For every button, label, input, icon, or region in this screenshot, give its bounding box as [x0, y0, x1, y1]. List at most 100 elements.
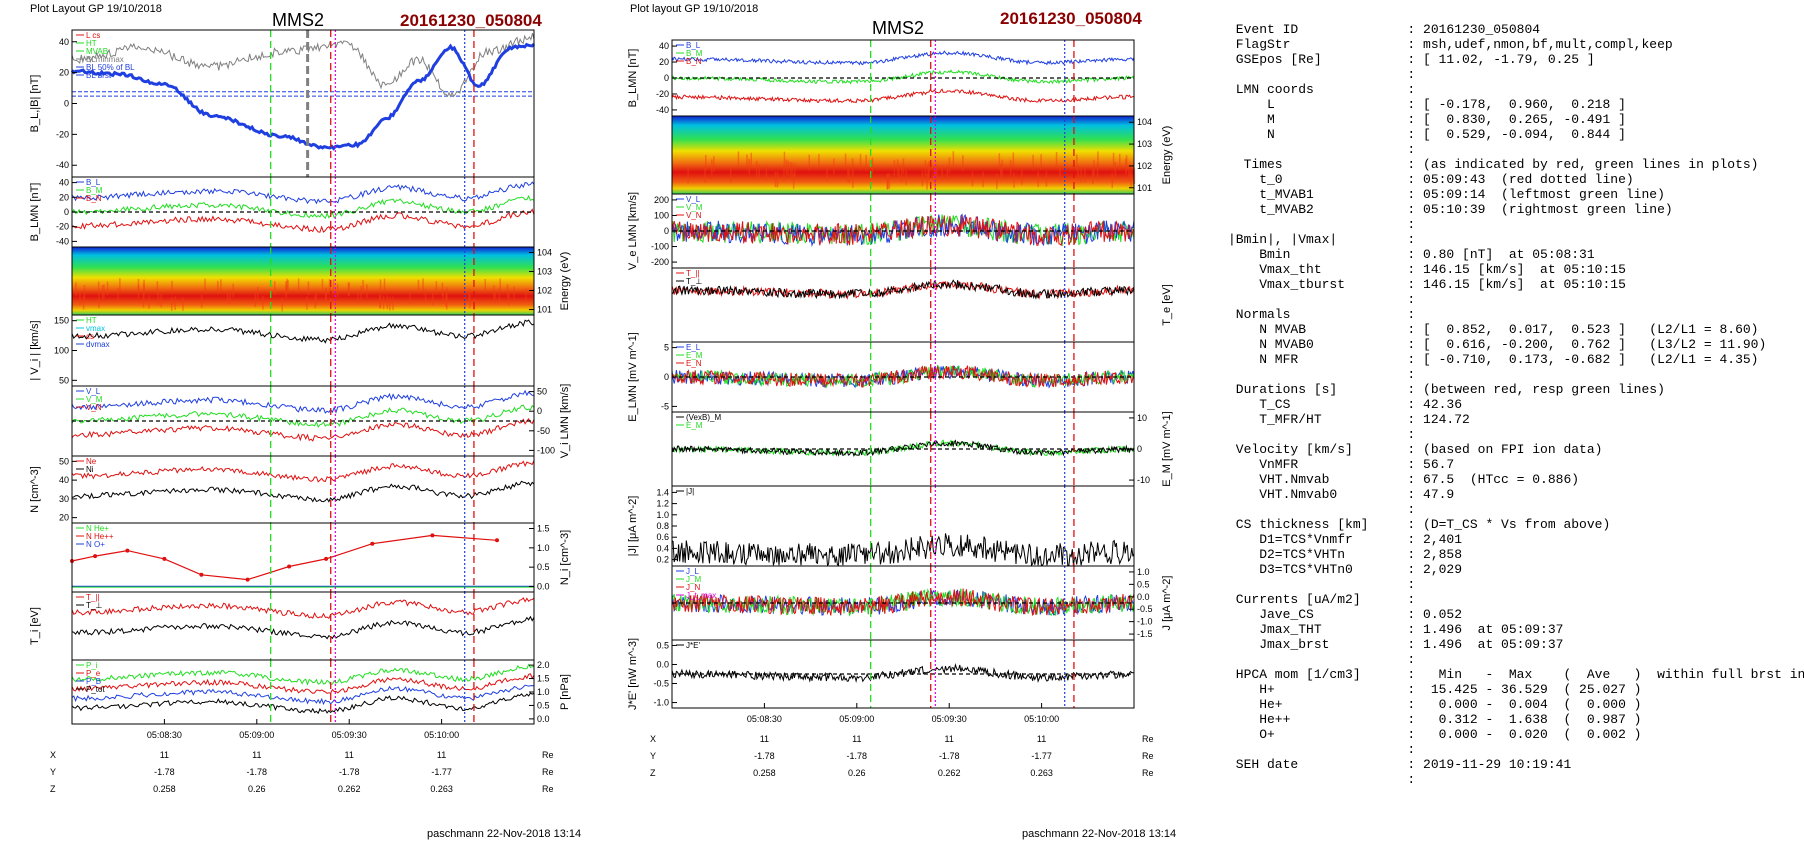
spectrogram-streak	[314, 294, 316, 309]
he-pp-point	[430, 533, 435, 538]
spectrogram-streak	[229, 290, 231, 304]
y-tick-label: -200	[651, 257, 669, 267]
y-tick-label: -100	[537, 445, 555, 455]
data-trace	[71, 615, 535, 640]
spectrogram-streak	[847, 166, 849, 183]
info-line: HPCA mom [1/cm3] : Min - Max ( Ave ) wit…	[1228, 667, 1804, 682]
spectrogram-streak	[297, 278, 300, 292]
legend-entry: V_M	[686, 203, 703, 212]
spectrogram-streak	[1077, 165, 1079, 181]
coord-value: -1.77	[1031, 751, 1052, 761]
coord-value: 0.258	[753, 768, 776, 778]
y-tick-label: 50	[59, 456, 69, 466]
spectrogram-streak	[382, 295, 385, 310]
spectrogram-streak	[962, 155, 964, 171]
spectrogram-streak	[789, 162, 792, 178]
spectrogram-streak	[220, 279, 222, 293]
y-tick-label: 0.2	[656, 555, 669, 565]
data-trace	[671, 213, 1135, 248]
coord-value: 0.26	[848, 768, 866, 778]
spectrogram-streak	[357, 289, 359, 304]
spectrogram-streak	[328, 279, 331, 293]
data-trace	[671, 279, 1135, 300]
right-panel-JLMN: 1.00.50.0-0.5-1.0-1.5J [μA m^-2]J_LJ_MJ_…	[671, 565, 1173, 641]
info-line: T_MFR/HT : 124.72	[1228, 412, 1470, 427]
spectrogram-streak	[871, 157, 874, 174]
coord-value: 11	[760, 734, 769, 744]
coord-row-label: Y	[650, 751, 656, 761]
spectrogram-streak	[1055, 152, 1058, 168]
legend-entry: E_M	[686, 421, 703, 430]
y-axis-label: | V_i | [km/s]	[29, 320, 41, 380]
info-line: T_CS : 42.36	[1228, 397, 1463, 412]
y-tick-label: 0	[64, 207, 69, 217]
y-tick-label: 0.4	[656, 543, 669, 553]
left-panel-P: 2.0 1.5 1.0 0.5 0.0 P [nPa] P_iP_eP_BP_tot	[71, 659, 571, 725]
legend-entry: T_||	[86, 593, 100, 602]
y-axis-label: B_LMN [nT]	[627, 49, 639, 108]
spectrogram-streak	[826, 165, 828, 182]
legend-entry: L cs	[86, 31, 100, 40]
y-axis-label: V_e LMN [km/s]	[627, 192, 639, 270]
b-total-trace	[71, 32, 535, 98]
y-tick-label: -20	[656, 89, 669, 99]
legend-entry: B_M	[86, 186, 103, 195]
coord-value: 0.263	[430, 784, 453, 794]
spectrogram-streak	[157, 291, 160, 306]
y-tick-label: 102	[537, 286, 552, 296]
y-tick-label: 1.5	[537, 674, 550, 684]
legend-entry: J_N	[686, 583, 700, 592]
spectrogram-streak	[98, 294, 100, 309]
spectrogram-streak	[321, 279, 324, 293]
spectrogram-streak	[106, 281, 109, 296]
data-trace	[671, 50, 1135, 66]
spectrogram-streak	[424, 289, 427, 303]
spectrogram-streak	[934, 166, 936, 183]
spectrogram-streak	[737, 151, 740, 167]
y-tick-label: 0.0	[1137, 592, 1150, 602]
spectrogram-streak	[493, 285, 495, 299]
he-pp-point	[245, 577, 250, 582]
legend-entry: T_||	[686, 269, 700, 278]
y-axis-label: P [nPa]	[559, 674, 571, 710]
data-trace	[671, 215, 1135, 247]
spectrogram-streak	[226, 290, 229, 305]
legend-entry: B_L	[686, 41, 701, 50]
spectrogram-streak	[851, 158, 854, 174]
info-line: O+ : 0.000 - 0.020 ( 0.002 )	[1228, 727, 1642, 742]
spectrogram-streak	[865, 155, 867, 171]
he-pp-trace	[71, 534, 498, 581]
coord-value: -1.77	[431, 767, 452, 777]
info-line: N : [ 0.529, -0.094, 0.844 ]	[1228, 127, 1626, 142]
y-tick-label: 0.8	[656, 521, 669, 531]
spectrogram-streak	[75, 282, 77, 297]
spectrogram-streak	[103, 284, 105, 298]
spectrogram-streak	[469, 294, 471, 309]
legend-entry: vmax	[86, 324, 105, 333]
data-trace	[71, 663, 535, 686]
y-tick-label: -40	[56, 236, 69, 246]
data-trace	[671, 662, 1135, 684]
spectrogram-streak	[79, 291, 81, 306]
coord-value: 0.262	[938, 768, 961, 778]
spectrogram-streak	[713, 156, 715, 172]
legend-entry: |J|	[686, 487, 694, 496]
y-tick-label: 102	[1137, 161, 1152, 171]
spectrogram-streak	[1076, 154, 1078, 171]
y-tick-label: 100	[54, 346, 69, 356]
y-tick-label: 0.0	[537, 581, 550, 591]
info-line: Vmax_tburst : 146.15 [km/s] at 05:10:15	[1228, 277, 1626, 292]
coord-unit: Re	[542, 767, 554, 777]
spectrogram-streak	[765, 164, 768, 181]
y-tick-label: -100	[651, 242, 669, 252]
spectrogram-streak	[1000, 164, 1002, 180]
data-trace	[671, 439, 1135, 457]
spectrogram-streak	[774, 171, 777, 188]
y-axis-label: E_M [mV m^-1]	[1161, 411, 1173, 486]
he-pp-point	[287, 564, 292, 569]
spectrogram-streak	[705, 155, 707, 171]
spectrogram-streak	[392, 296, 394, 311]
info-line: Durations [s] : (between red, resp green…	[1228, 382, 1665, 397]
coord-value: 11	[852, 734, 861, 744]
